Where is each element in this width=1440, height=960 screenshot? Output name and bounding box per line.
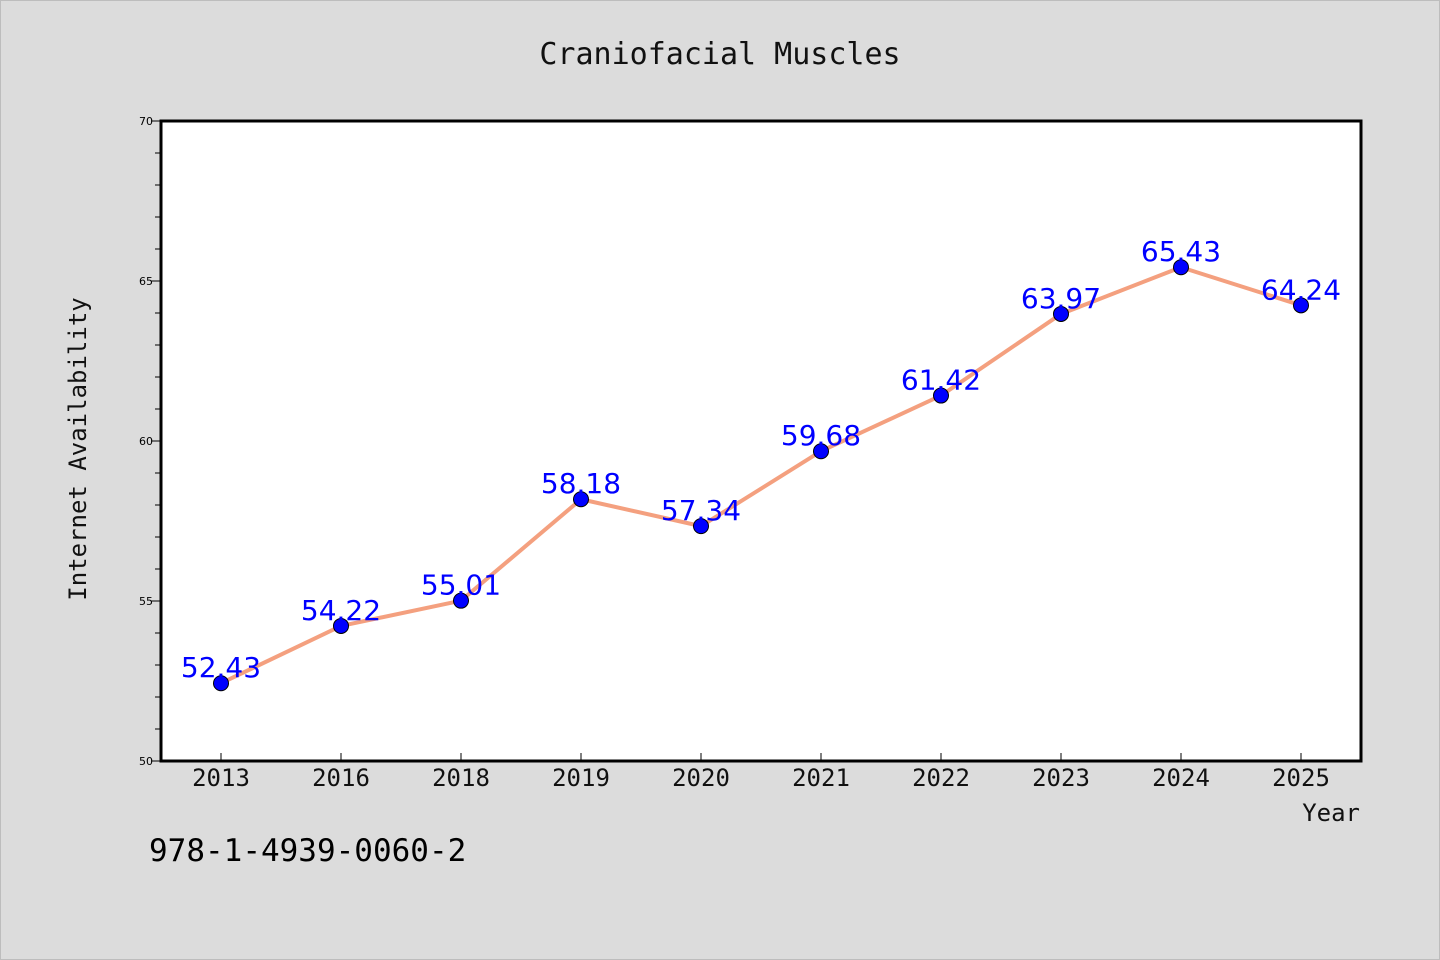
- y-tick-label: 70: [139, 115, 153, 128]
- x-tick-label: 2024: [1152, 764, 1210, 792]
- footer-text: 978-1-4939-0060-2: [149, 833, 467, 869]
- data-labels: 52.43 54.22 55.01 58.18 57.34 59.68 61.42 63.97…: [181, 235, 1341, 684]
- x-tick-label: 2013: [192, 764, 250, 792]
- x-tick-label: 2021: [792, 764, 850, 792]
- data-label: 52.43: [181, 651, 261, 684]
- data-point: [933, 387, 949, 404]
- y-tick-label: 55: [139, 595, 153, 608]
- x-axis: 2013 2016 2018 2019 2020 2021 2022 2023 2024 2025: [192, 753, 1330, 792]
- x-tick-label: 2022: [912, 764, 970, 792]
- data-point: [693, 518, 709, 535]
- y-tick-label: 65: [139, 275, 153, 288]
- data-label: 55.01: [421, 569, 501, 602]
- x-tick-label: 2018: [432, 764, 490, 792]
- data-point: [213, 675, 229, 692]
- y-tick-label: 60: [139, 435, 153, 448]
- x-tick-label: 2016: [312, 764, 370, 792]
- data-point: [1173, 259, 1189, 276]
- data-label: 59.68: [781, 419, 861, 452]
- data-point: [1053, 305, 1069, 322]
- x-tick-label: 2023: [1032, 764, 1090, 792]
- y-tick-label: 50: [139, 755, 153, 768]
- series-line: [220, 265, 1302, 686]
- x-axis-label: Year: [1302, 799, 1360, 827]
- plot-area: [161, 121, 1361, 761]
- data-label: 63.97: [1021, 282, 1101, 315]
- data-markers: [213, 259, 1309, 692]
- data-label: 57.34: [661, 494, 741, 527]
- data-point: [333, 617, 349, 634]
- y-axis-label: Internet Availability: [64, 297, 92, 600]
- data-point: [453, 592, 469, 609]
- chart-title: Craniofacial Muscles: [539, 37, 900, 72]
- data-point: [813, 443, 829, 460]
- data-label: 64.24: [1261, 273, 1341, 306]
- data-point: [573, 491, 589, 508]
- x-tick-label: 2019: [552, 764, 610, 792]
- data-label: 61.42: [901, 364, 981, 397]
- x-tick-label: 2020: [672, 764, 730, 792]
- plot-frame: [159, 119, 1363, 763]
- data-label: 54.22: [301, 594, 381, 627]
- y-axis: 50 55 60 65 70: [139, 115, 161, 768]
- data-label: 58.18: [541, 467, 621, 500]
- data-label: 65.43: [1141, 235, 1221, 268]
- x-tick-label: 2025: [1272, 764, 1330, 792]
- data-point: [1293, 297, 1309, 314]
